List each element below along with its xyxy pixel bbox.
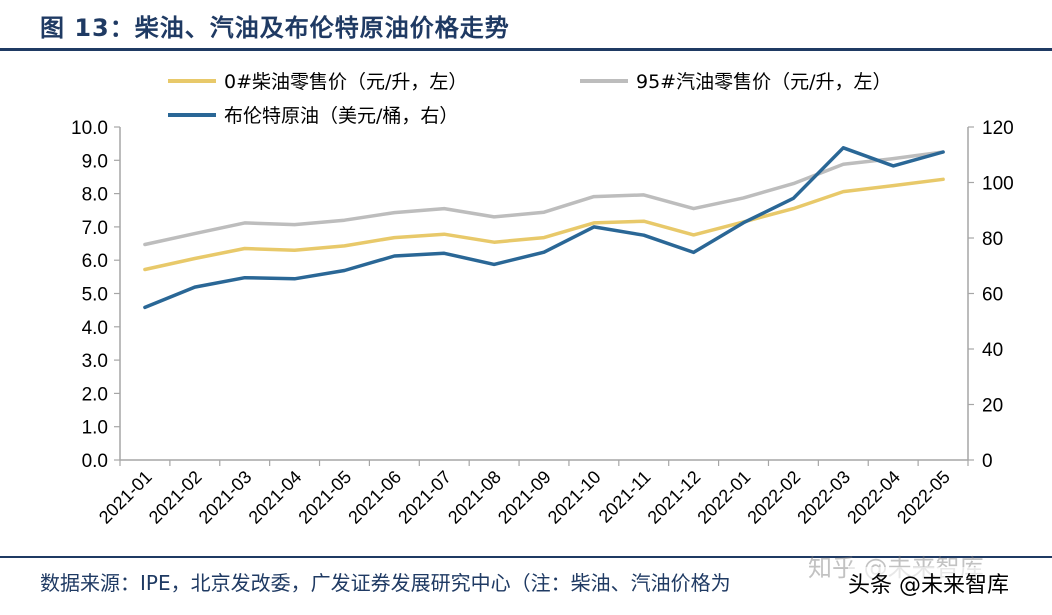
- left-tick-label: 7.0: [82, 218, 108, 239]
- series-line-2: [143, 146, 945, 310]
- legend-label-1: 95#汽油零售价（元/升，左）: [636, 71, 892, 93]
- x-tick-label: 2021-03: [195, 467, 256, 528]
- left-tick-label: 10.0: [71, 118, 108, 139]
- right-tick-label: 100: [982, 174, 1014, 195]
- left-tick-label: 5.0: [82, 285, 108, 306]
- right-tick-label: 60: [982, 285, 1003, 306]
- x-tick-label: 2022-04: [843, 467, 904, 528]
- left-tick-label: 8.0: [82, 185, 108, 206]
- x-tick-label: 2021-07: [394, 467, 455, 528]
- line-chart: 0.0 1.0 2.0 3.0 4.0 5.0 6.0 7.0 8.0 9.0 10.0 0 20 40 6…: [71, 71, 1014, 528]
- left-tick-label: 0.0: [82, 451, 108, 472]
- series-line-1: [143, 150, 945, 247]
- x-tick-label: 2022-03: [793, 467, 854, 528]
- right-tick-label: 80: [982, 229, 1003, 250]
- left-tick-label: 1.0: [82, 418, 108, 439]
- x-tick-label: 2021-05: [294, 467, 355, 528]
- left-tick-label: 3.0: [82, 351, 108, 372]
- chart-title: 图 13：柴油、汽油及布伦特原油价格走势: [40, 14, 510, 42]
- x-tick-label: 2022-01: [694, 467, 755, 528]
- legend-label-0: 0#柴油零售价（元/升，左）: [224, 71, 467, 93]
- right-tick-label: 0: [982, 451, 993, 472]
- left-tick-label: 9.0: [82, 151, 108, 172]
- series-line-0: [143, 177, 945, 272]
- x-tick-label: 2021-12: [644, 467, 705, 528]
- x-tick-label: 2021-01: [95, 467, 156, 528]
- right-tick-label: 20: [982, 396, 1003, 417]
- source-note: 数据来源：IPE，北京发改委，广发证券发展研究中心（注：柴油、汽油价格为: [40, 571, 731, 595]
- x-tick-label: 2021-10: [544, 467, 605, 528]
- x-tick-label: 2021-09: [494, 467, 555, 528]
- title-divider: [0, 48, 1052, 51]
- x-tick-label: 2022-02: [743, 467, 804, 528]
- left-tick-label: 6.0: [82, 251, 108, 272]
- x-tick-label: 2021-06: [344, 467, 405, 528]
- right-tick-label: 40: [982, 340, 1003, 361]
- left-tick-label: 4.0: [82, 318, 108, 339]
- x-tick-label: 2021-08: [444, 467, 505, 528]
- x-tick-label: 2022-05: [893, 467, 954, 528]
- right-tick-label: 120: [982, 118, 1014, 139]
- x-tick-label: 2021-11: [595, 467, 655, 527]
- footer-divider: [0, 556, 1052, 558]
- legend-label-2: 布伦特原油（美元/桶，右）: [224, 105, 458, 127]
- x-tick-label: 2021-02: [145, 467, 206, 528]
- left-tick-label: 2.0: [82, 384, 108, 405]
- x-tick-label: 2021-04: [245, 467, 306, 528]
- watermark-author: 头条 @未来智库: [848, 567, 1009, 599]
